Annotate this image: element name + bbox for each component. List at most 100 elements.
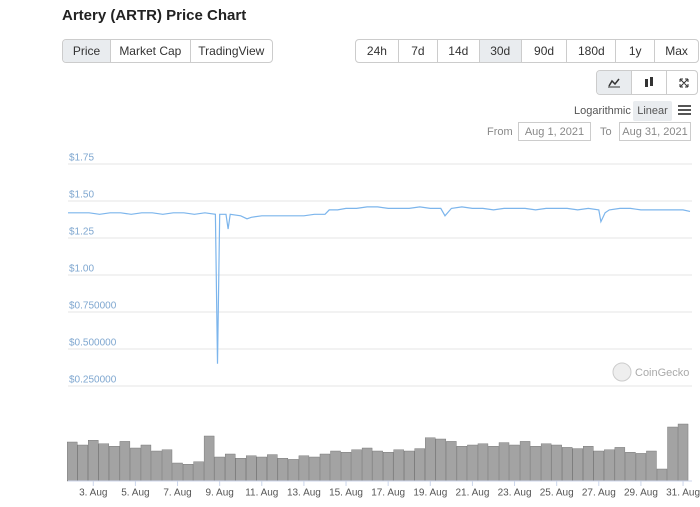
volume-bar — [119, 441, 131, 482]
x-tick-label: 9. Aug — [205, 488, 233, 499]
volume-bar — [572, 448, 583, 482]
x-tick-label: 19. Aug — [413, 488, 447, 499]
y-tick-label: $1.75 — [69, 153, 94, 164]
volume-bar — [540, 443, 552, 482]
price-line — [68, 206, 691, 364]
volume-bar — [151, 450, 162, 482]
volume-bar — [488, 446, 499, 482]
toggle-button[interactable]: 90d — [522, 40, 568, 62]
to-input[interactable]: Aug 31, 2021 — [619, 122, 691, 141]
toggle-button[interactable]: 7d — [399, 40, 438, 62]
volume-bar — [319, 453, 331, 482]
x-tick-label: 29. Aug — [624, 488, 658, 499]
volume-bar — [393, 449, 404, 482]
toggle-button[interactable]: 14d — [438, 40, 480, 62]
toggle-button[interactable]: TradingView — [198, 44, 265, 58]
volume-bar — [193, 461, 204, 482]
volume-bar — [309, 456, 320, 482]
volume-bar — [372, 450, 383, 482]
x-tick-label: 5. Aug — [121, 488, 149, 499]
to-label: To — [600, 126, 612, 138]
y-tick-label: $0.250000 — [69, 375, 117, 386]
volume-bar — [562, 447, 573, 482]
volume-bar — [456, 446, 468, 482]
volume-bar — [340, 452, 352, 482]
toggle-button[interactable]: Price — [63, 40, 112, 62]
menu-button[interactable] — [677, 104, 693, 118]
volume-bar — [551, 444, 562, 482]
x-tick-label: 15. Aug — [329, 488, 363, 499]
range-group: 24h 7d 14d 30d 90d 180d 1y Max — [355, 39, 699, 63]
volume-bar — [88, 440, 99, 482]
toggle-button[interactable]: 180d — [567, 40, 617, 62]
toggle-button[interactable]: Max — [665, 44, 688, 58]
fullscreen-button[interactable] — [667, 71, 697, 94]
volume-bar — [583, 446, 594, 482]
watermark-logo — [612, 362, 632, 382]
volume-bar — [382, 452, 394, 482]
volume-bar — [435, 438, 447, 482]
candle-chart-button[interactable] — [632, 71, 667, 94]
volume-bar — [519, 441, 531, 482]
y-tick-label: $0.750000 — [69, 301, 117, 312]
x-tick-label: 25. Aug — [540, 488, 574, 499]
volume-bar — [361, 447, 373, 482]
volume-bar — [414, 448, 425, 482]
volume-bar — [140, 444, 152, 482]
volume-bar — [635, 453, 647, 482]
x-tick-label: 27. Aug — [582, 488, 616, 499]
volume-bar — [172, 462, 183, 482]
x-tick-label: 3. Aug — [79, 488, 107, 499]
toggle-button[interactable]: Market Cap — [111, 40, 191, 62]
volume-bar — [235, 458, 246, 482]
log-toggle[interactable]: Logarithmic — [574, 105, 631, 117]
volume-bar — [298, 455, 310, 482]
volume-bar — [498, 442, 510, 482]
volume-bar — [530, 446, 541, 482]
from-input[interactable]: Aug 1, 2021 — [518, 122, 591, 141]
from-label: From — [487, 126, 513, 138]
volume-bar — [256, 456, 267, 482]
volume-bar — [267, 454, 278, 482]
x-tick-label: 13. Aug — [287, 488, 321, 499]
y-tick-label: $0.500000 — [69, 338, 117, 349]
y-tick-label: $1.00 — [69, 264, 94, 275]
volume-bar — [67, 441, 78, 482]
volume-bar — [77, 444, 88, 482]
tab-group: Price Market Cap TradingView — [62, 39, 273, 63]
volume-bar — [667, 426, 678, 482]
toggle-button[interactable]: 1y — [616, 40, 656, 62]
linear-toggle[interactable]: Linear — [633, 101, 672, 121]
volume-bar — [288, 459, 299, 482]
volume-bar — [330, 450, 341, 482]
toggle-button[interactable]: 24h — [356, 40, 399, 62]
x-tick-label: 7. Aug — [163, 488, 191, 499]
volume-bar — [203, 435, 215, 482]
volume-bar — [130, 447, 141, 482]
x-tick-label: 21. Aug — [455, 488, 489, 499]
x-tick-label: 23. Aug — [498, 488, 532, 499]
volume-bar — [109, 446, 120, 482]
volume-bar — [477, 443, 489, 482]
volume-bar — [593, 450, 604, 482]
volume-bar — [425, 437, 436, 482]
x-tick-label: 31. Aug — [666, 488, 700, 499]
watermark: CoinGecko — [635, 367, 689, 379]
page-title: Artery (ARTR) Price Chart — [62, 7, 247, 24]
volume-bar — [467, 444, 478, 482]
volume-bar — [98, 443, 110, 482]
line-chart-button[interactable] — [597, 71, 632, 94]
volume-bar — [161, 449, 173, 482]
toggle-button[interactable]: 30d — [479, 40, 522, 62]
volume-bar — [656, 468, 668, 482]
volume-bar — [446, 441, 457, 482]
volume-bar — [604, 449, 615, 482]
volume-bar — [246, 455, 257, 482]
y-tick-label: $1.50 — [69, 190, 94, 201]
x-tick-label: 11. Aug — [245, 488, 278, 499]
volume-bar — [224, 453, 236, 482]
volume-bar — [677, 423, 689, 482]
chart-style-group — [596, 70, 698, 95]
volume-bar — [214, 456, 225, 482]
